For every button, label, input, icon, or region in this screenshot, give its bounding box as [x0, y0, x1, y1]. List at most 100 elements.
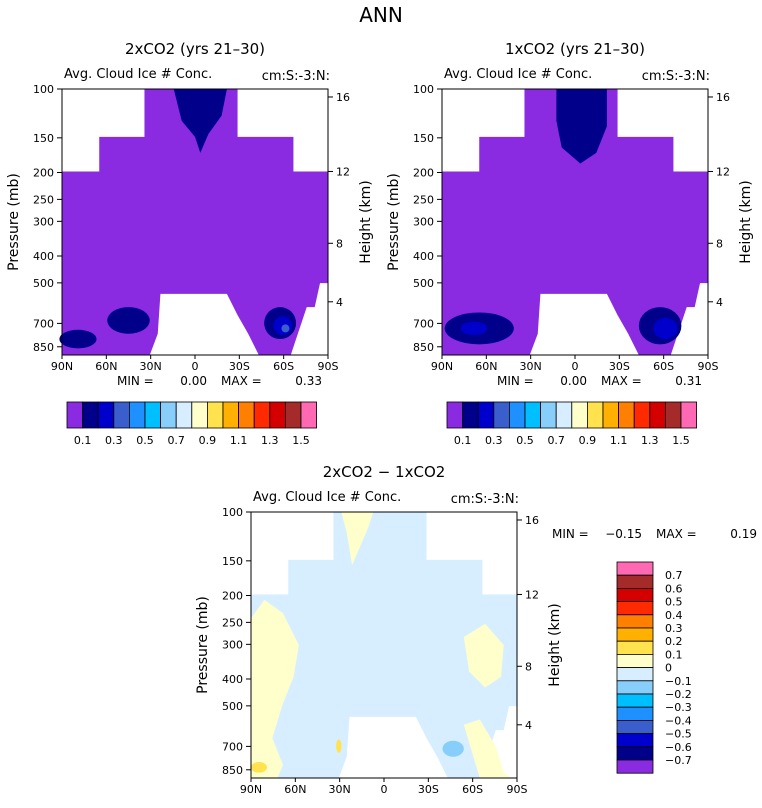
colorbar-swatch	[128, 401, 146, 429]
colorbar-label: −0.5	[665, 728, 692, 741]
y-tick-label: 200	[33, 166, 54, 179]
colorbar-swatch	[97, 401, 115, 429]
colorbar-swatch	[462, 401, 479, 429]
y-right-axis-label: Height (km)	[738, 180, 754, 263]
min-value: −0.15	[605, 527, 642, 541]
colorbar-swatch	[284, 401, 302, 429]
max-label: MAX =	[221, 374, 262, 388]
min-label: MIN =	[497, 374, 534, 388]
x-tick-label: 90S	[507, 783, 528, 796]
y-tick-label: 700	[222, 740, 243, 753]
colorbar-swatch	[82, 401, 99, 429]
colorbar-label: −0.3	[665, 701, 692, 714]
colorbar-label: 0.7	[547, 434, 565, 447]
x-tick-label: 60N	[284, 783, 306, 796]
colorbar-label: 0.9	[199, 434, 217, 447]
colorbar-label: 0.4	[665, 609, 683, 622]
x-tick-label: 0	[381, 783, 388, 796]
page-title: ANN	[359, 3, 403, 27]
panel-2xco2: 2xCO2 (yrs 21–30) Avg. Cloud Ice # Conc. c…	[6, 40, 374, 447]
y-right-axis-label: Height (km)	[547, 603, 563, 686]
colorbar-label: −0.7	[665, 754, 692, 767]
max-label: MAX =	[656, 527, 697, 541]
colorbar-swatch	[649, 401, 666, 429]
colorbar-swatch	[300, 401, 318, 429]
field-region	[442, 89, 708, 355]
y-tick-label: 250	[33, 193, 54, 206]
y-right-tick-label: 12	[525, 588, 539, 601]
colorbar-label: 0.1	[454, 434, 472, 447]
min-value: 0.00	[560, 374, 587, 388]
y-right-tick-label: 12	[716, 165, 730, 178]
x-tick-label: 90N	[51, 360, 73, 373]
colorbar-label: 0.1	[74, 434, 92, 447]
x-tick-label: 30S	[418, 783, 439, 796]
colorbar-label: 1.1	[230, 434, 248, 447]
y-tick-label: 700	[413, 317, 434, 330]
x-tick-label: 90N	[240, 783, 262, 796]
colorbar-swatch	[616, 746, 654, 761]
positive-region-south-upper	[463, 623, 504, 688]
y-tick-label: 100	[33, 83, 54, 96]
y-axis-label: Pressure (mb)	[386, 173, 402, 271]
y-tick-label: 500	[222, 700, 243, 713]
field-core-upper	[556, 89, 607, 164]
colorbar-swatch	[616, 627, 654, 642]
y-right-tick-label: 8	[716, 237, 723, 250]
panel-subtitle: Avg. Cloud Ice # Conc.	[64, 67, 212, 82]
colorbar-swatch	[616, 614, 654, 629]
min-value: 0.00	[180, 374, 207, 388]
colorbar-swatch	[144, 401, 162, 429]
y-tick-label: 850	[33, 341, 54, 354]
colorbar-label: 0.3	[105, 434, 123, 447]
x-tick-label: 60S	[462, 783, 483, 796]
colorbar-swatch	[524, 401, 542, 429]
y-tick-label: 150	[33, 132, 54, 145]
colorbar-swatch	[618, 401, 635, 429]
y-right-axis-label: Height (km)	[358, 180, 374, 263]
colorbar-swatch	[616, 574, 654, 589]
y-tick-label: 850	[413, 341, 434, 354]
colorbar-swatch	[616, 706, 654, 721]
colorbar-label: 0.5	[665, 596, 683, 609]
colorbar-swatch	[493, 401, 510, 429]
panel-title: 2xCO2 (yrs 21–30)	[125, 40, 265, 58]
min-label: MIN =	[552, 527, 589, 541]
field-core-north-inner	[460, 321, 488, 336]
y-tick-label: 150	[413, 132, 434, 145]
y-tick-label: 100	[222, 506, 243, 519]
panel-title: 1xCO2 (yrs 21–30)	[505, 40, 645, 58]
x-tick-label: 30N	[329, 783, 351, 796]
colorbar-swatch	[616, 561, 654, 576]
y-tick-label: 400	[413, 250, 434, 263]
x-tick-label: 30N	[520, 360, 542, 373]
colorbar-label: 0.3	[665, 622, 683, 635]
colorbar-swatch	[616, 733, 654, 748]
y-tick-label: 200	[222, 589, 243, 602]
positive-core-mid	[336, 739, 342, 753]
y-tick-label: 150	[222, 555, 243, 568]
colorbar-swatch	[222, 401, 240, 429]
min-label: MIN =	[117, 374, 154, 388]
y-right-tick-label: 4	[525, 719, 532, 732]
colorbar-label: 1.5	[672, 434, 690, 447]
colorbar-swatch	[555, 401, 573, 429]
max-value: 0.19	[730, 527, 757, 541]
colorbar-swatch	[269, 401, 286, 429]
colorbar-label: −0.4	[665, 714, 692, 727]
colorbar-label: 0.1	[665, 648, 683, 661]
x-tick-label: 90N	[431, 360, 453, 373]
colorbar-label: 0.7	[167, 434, 185, 447]
colorbar-swatch	[616, 680, 654, 695]
colorbar-label: −0.6	[665, 741, 692, 754]
x-tick-label: 0	[192, 360, 199, 373]
positive-core-north	[251, 762, 267, 773]
colorbar-swatch	[206, 401, 224, 429]
colorbar-swatch	[616, 667, 654, 682]
y-right-tick-label: 16	[525, 514, 539, 527]
colorbar-swatch	[113, 401, 130, 429]
max-label: MAX =	[601, 374, 642, 388]
y-axis-label: Pressure (mb)	[195, 596, 211, 694]
colorbar-label: 0.5	[516, 434, 534, 447]
